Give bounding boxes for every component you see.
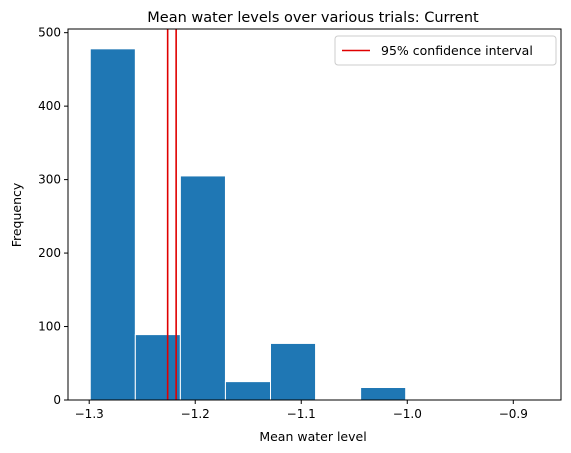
y-axis-label: Frequency [9, 182, 24, 247]
x-axis-ticks: −1.3 −1.2 −1.1 −1.0 −0.9 [75, 400, 528, 421]
chart-title: Mean water levels over various trials: C… [147, 10, 479, 26]
legend-label: 95% confidence interval [381, 43, 533, 58]
x-tick-label: −1.1 [287, 407, 316, 421]
histogram-bar-2 [135, 335, 180, 400]
histogram-bar-3 [180, 176, 225, 400]
x-axis-label: Mean water level [259, 429, 366, 444]
histogram-bar-5 [271, 343, 316, 400]
y-tick-label: 500 [38, 26, 61, 40]
x-tick-label: −1.0 [393, 407, 422, 421]
x-tick-label: −1.2 [181, 407, 210, 421]
legend: 95% confidence interval [335, 36, 556, 65]
histogram-bar-7 [361, 388, 406, 400]
x-tick-label: −1.3 [75, 407, 104, 421]
y-tick-label: 0 [53, 393, 61, 407]
y-tick-label: 400 [38, 99, 61, 113]
y-tick-label: 300 [38, 173, 61, 187]
y-tick-label: 200 [38, 246, 61, 260]
x-tick-label: −0.9 [499, 407, 528, 421]
y-tick-label: 100 [38, 320, 61, 334]
histogram-bars [90, 49, 405, 400]
histogram-bar-4 [225, 382, 270, 400]
y-axis-ticks: 0 100 200 300 400 500 [38, 26, 68, 407]
histogram-bar-1 [90, 49, 135, 400]
